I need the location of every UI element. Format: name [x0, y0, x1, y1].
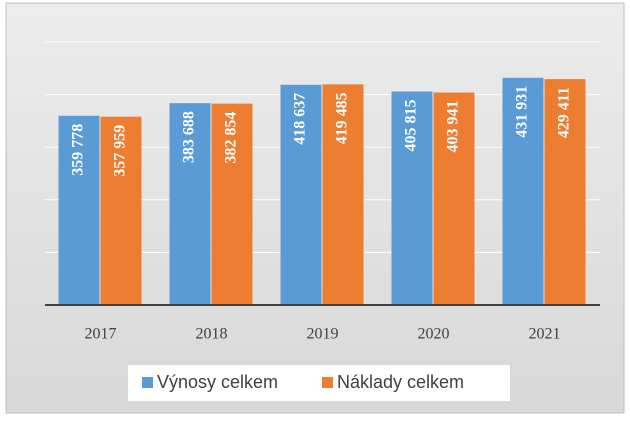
- data-label: 357 959: [112, 125, 129, 177]
- legend-box: [128, 365, 510, 401]
- bar: [100, 116, 142, 306]
- x-tick-label: 2017: [85, 326, 117, 343]
- bar: [544, 79, 586, 305]
- legend-label: Výnosy celkem: [157, 372, 278, 392]
- data-label: 382 854: [223, 112, 240, 164]
- bar: [433, 92, 475, 305]
- data-label: 403 941: [445, 101, 462, 153]
- bar: [211, 103, 253, 305]
- bar: [322, 84, 364, 305]
- data-label: 383 688: [181, 111, 198, 163]
- x-tick-label: 2018: [196, 326, 228, 343]
- data-label: 419 485: [334, 92, 351, 144]
- bar: [169, 103, 211, 305]
- legend-swatch: [142, 377, 153, 388]
- legend-label: Náklady celkem: [337, 372, 464, 392]
- x-tick-label: 2021: [529, 326, 561, 343]
- data-label: 418 637: [292, 93, 309, 145]
- data-label: 359 778: [70, 124, 87, 176]
- data-label: 431 931: [514, 86, 531, 138]
- legend-swatch: [322, 377, 333, 388]
- data-label: 429 411: [556, 87, 573, 138]
- x-tick-label: 2020: [418, 326, 450, 343]
- x-tick-label: 2019: [307, 326, 339, 343]
- bar: [502, 77, 544, 305]
- bar: [280, 84, 322, 305]
- bar: [58, 115, 100, 305]
- data-label: 405 815: [403, 100, 420, 152]
- bar: [391, 91, 433, 305]
